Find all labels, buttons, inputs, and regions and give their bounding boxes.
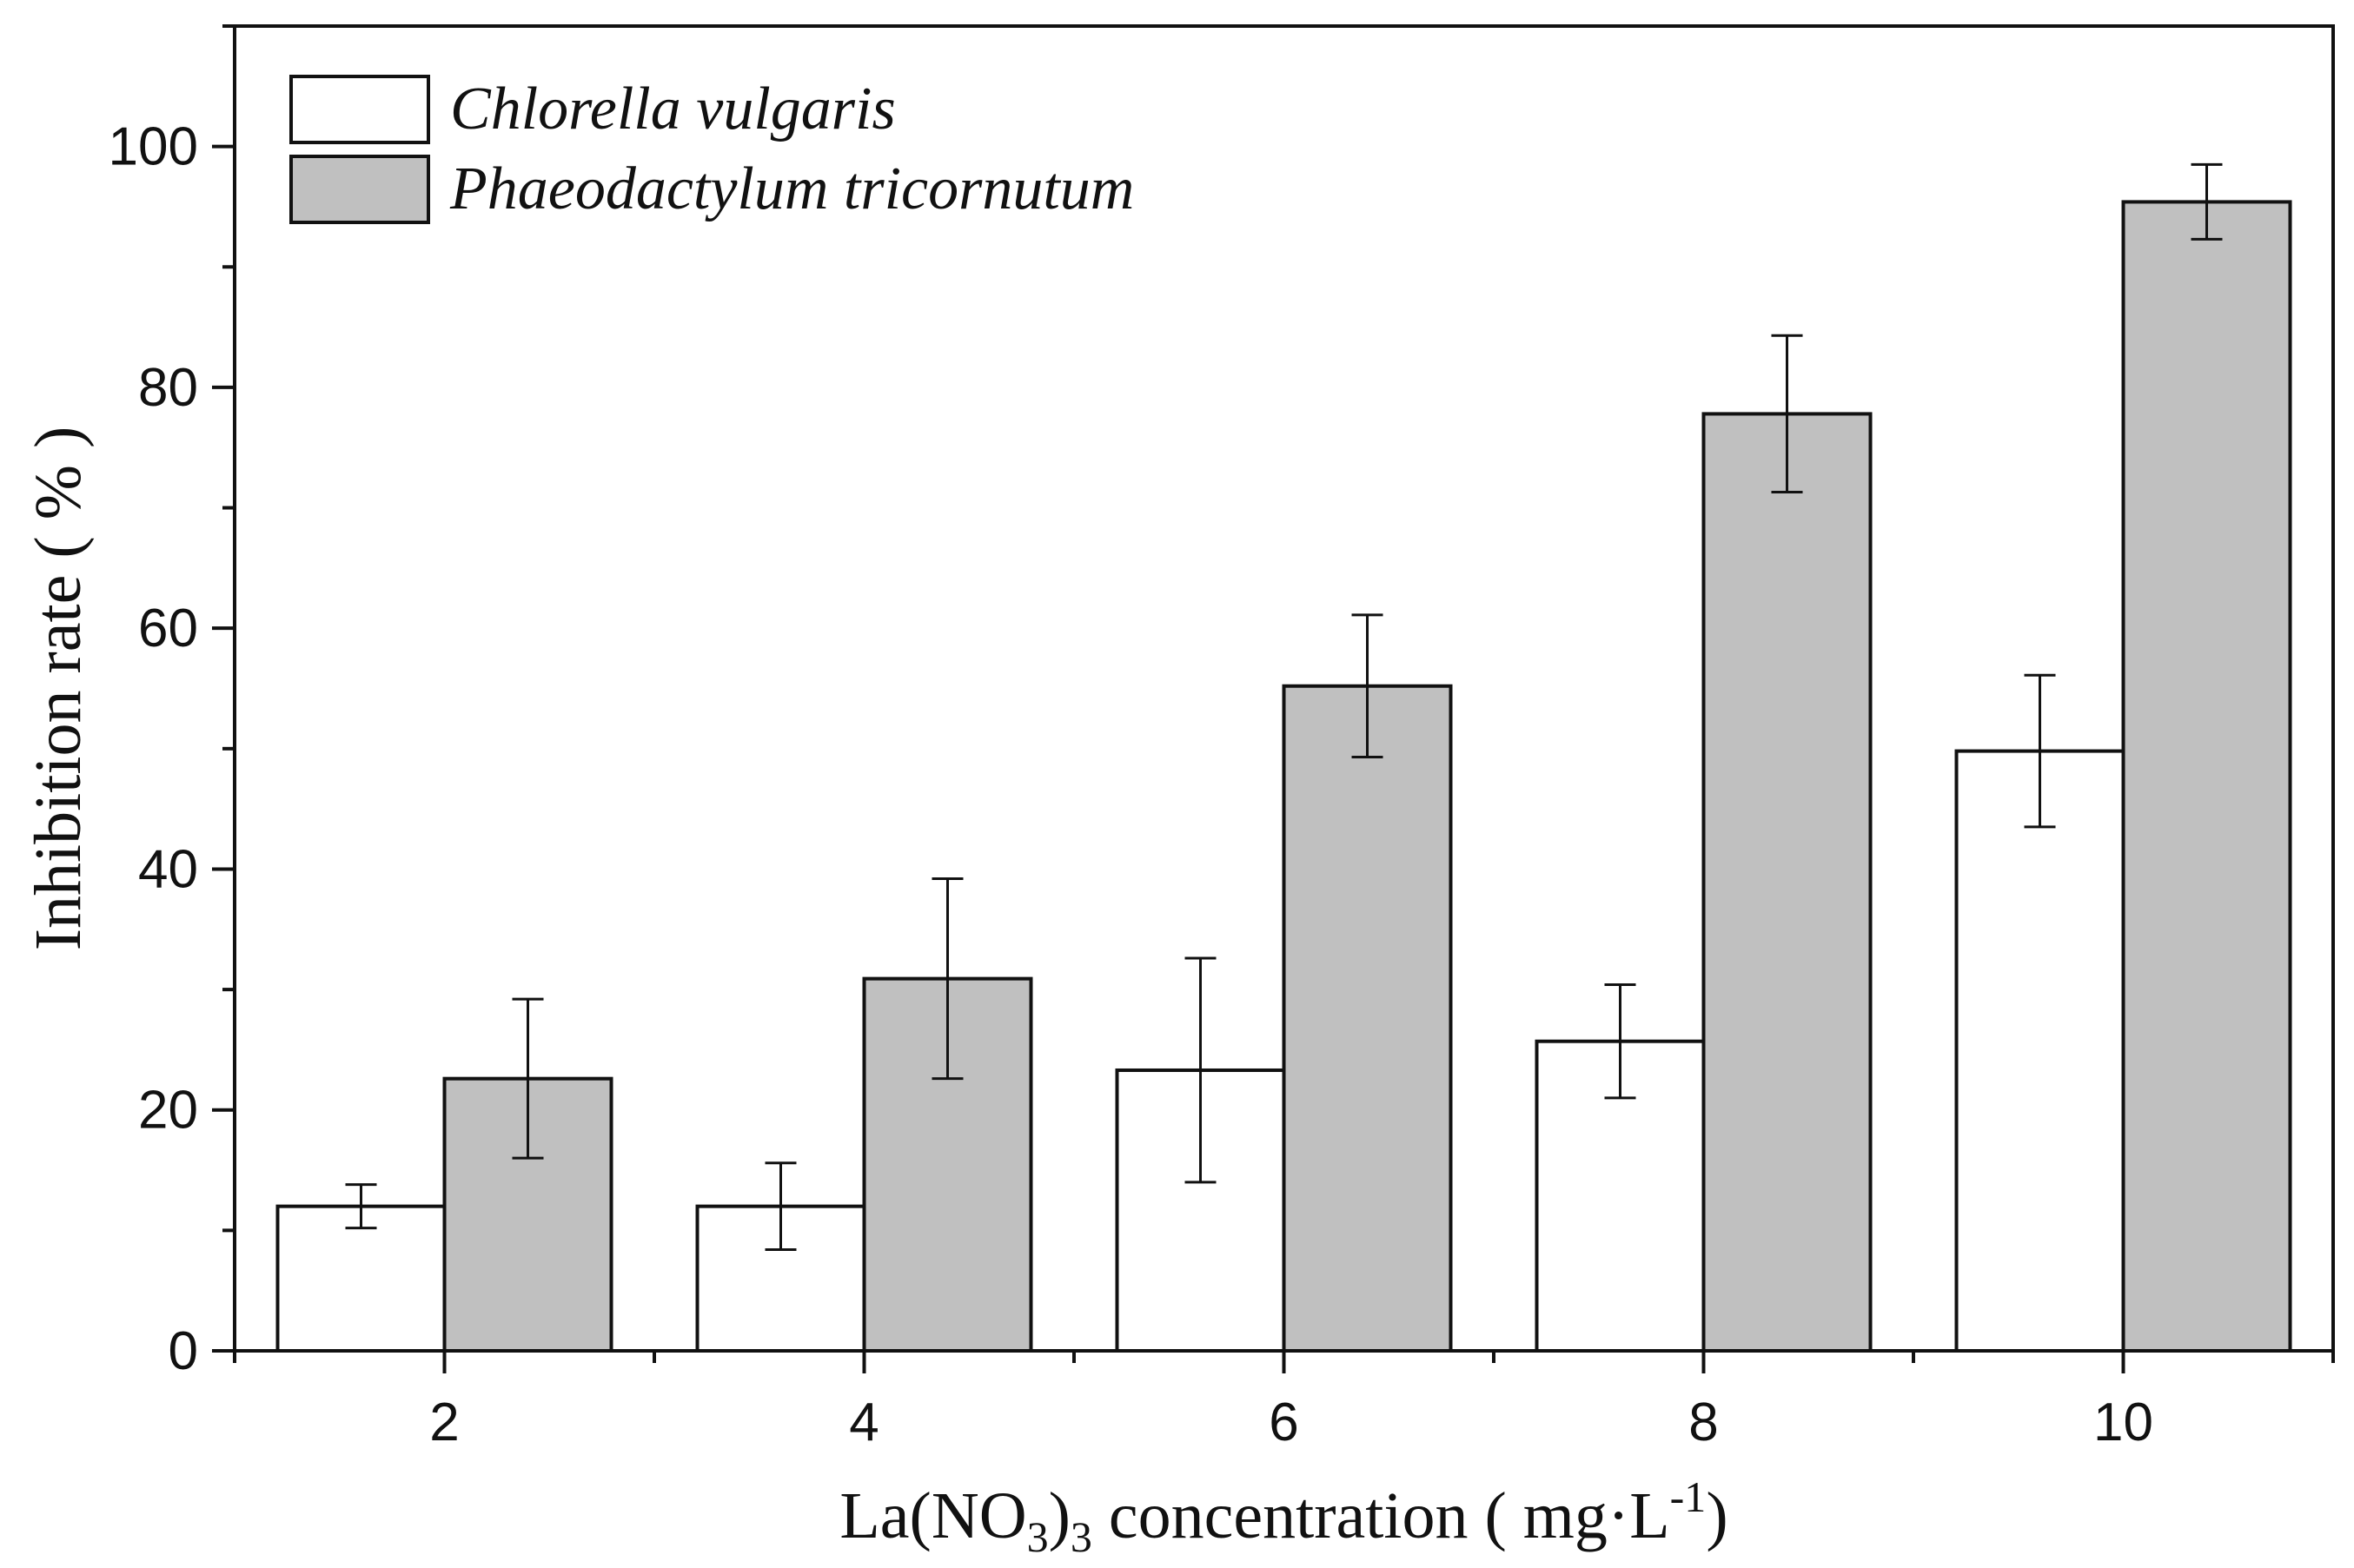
- x-axis-title: La(NO3)3 concentration ( mg·L-1): [839, 1472, 1727, 1561]
- x-axis-title-prefix: La(NO: [839, 1479, 1026, 1552]
- y-tick-label: 60: [138, 599, 198, 658]
- x-axis: 2 4 6 8 10: [233, 1351, 2335, 1452]
- bar-chlorella: [1954, 749, 2125, 1353]
- bar-phaeodactylum: [2121, 200, 2292, 1353]
- x-tick-label: 2: [429, 1393, 459, 1452]
- bars-layer: [275, 200, 2292, 1353]
- y-tick-label: 40: [138, 839, 198, 899]
- legend: Chlorella vulgaris Phaeodactylum tricornu…: [289, 75, 1134, 224]
- legend-swatch-chlorella: [289, 75, 430, 144]
- x-tick-label: 10: [2093, 1393, 2153, 1452]
- bar-phaeodactylum: [1701, 412, 1873, 1353]
- legend-label: Phaeodactylum tricornutum: [449, 155, 1134, 222]
- x-axis-title-sup: -1: [1670, 1472, 1707, 1521]
- x-tick-label: 4: [849, 1393, 879, 1452]
- x-axis-title-mid: ): [1049, 1479, 1071, 1552]
- x-tick-label: 8: [1688, 1393, 1718, 1452]
- x-axis-title-sub2: 3: [1071, 1512, 1092, 1561]
- bar-chlorella: [275, 1204, 447, 1353]
- y-tick-label: 0: [169, 1321, 198, 1381]
- error-bars-layer: [345, 162, 2223, 1252]
- y-tick-label: 80: [138, 358, 198, 418]
- y-tick-label: 20: [138, 1081, 198, 1141]
- y-tick-label: 100: [109, 117, 198, 177]
- x-tick-label: 6: [1269, 1393, 1298, 1452]
- x-axis-title-suffix: concentration ( mg·L: [1092, 1479, 1670, 1552]
- y-axis: 0 20 40 60 80 100: [109, 24, 235, 1381]
- bar-phaeodactylum: [1282, 684, 1453, 1353]
- legend-label: Chlorella vulgaris: [450, 76, 896, 142]
- legend-swatch-phaeodactylum: [289, 155, 430, 224]
- x-axis-title-end: ): [1706, 1479, 1727, 1552]
- x-axis-title-sub1: 3: [1027, 1512, 1049, 1561]
- y-axis-title: Inhibition rate ( % ): [22, 427, 95, 951]
